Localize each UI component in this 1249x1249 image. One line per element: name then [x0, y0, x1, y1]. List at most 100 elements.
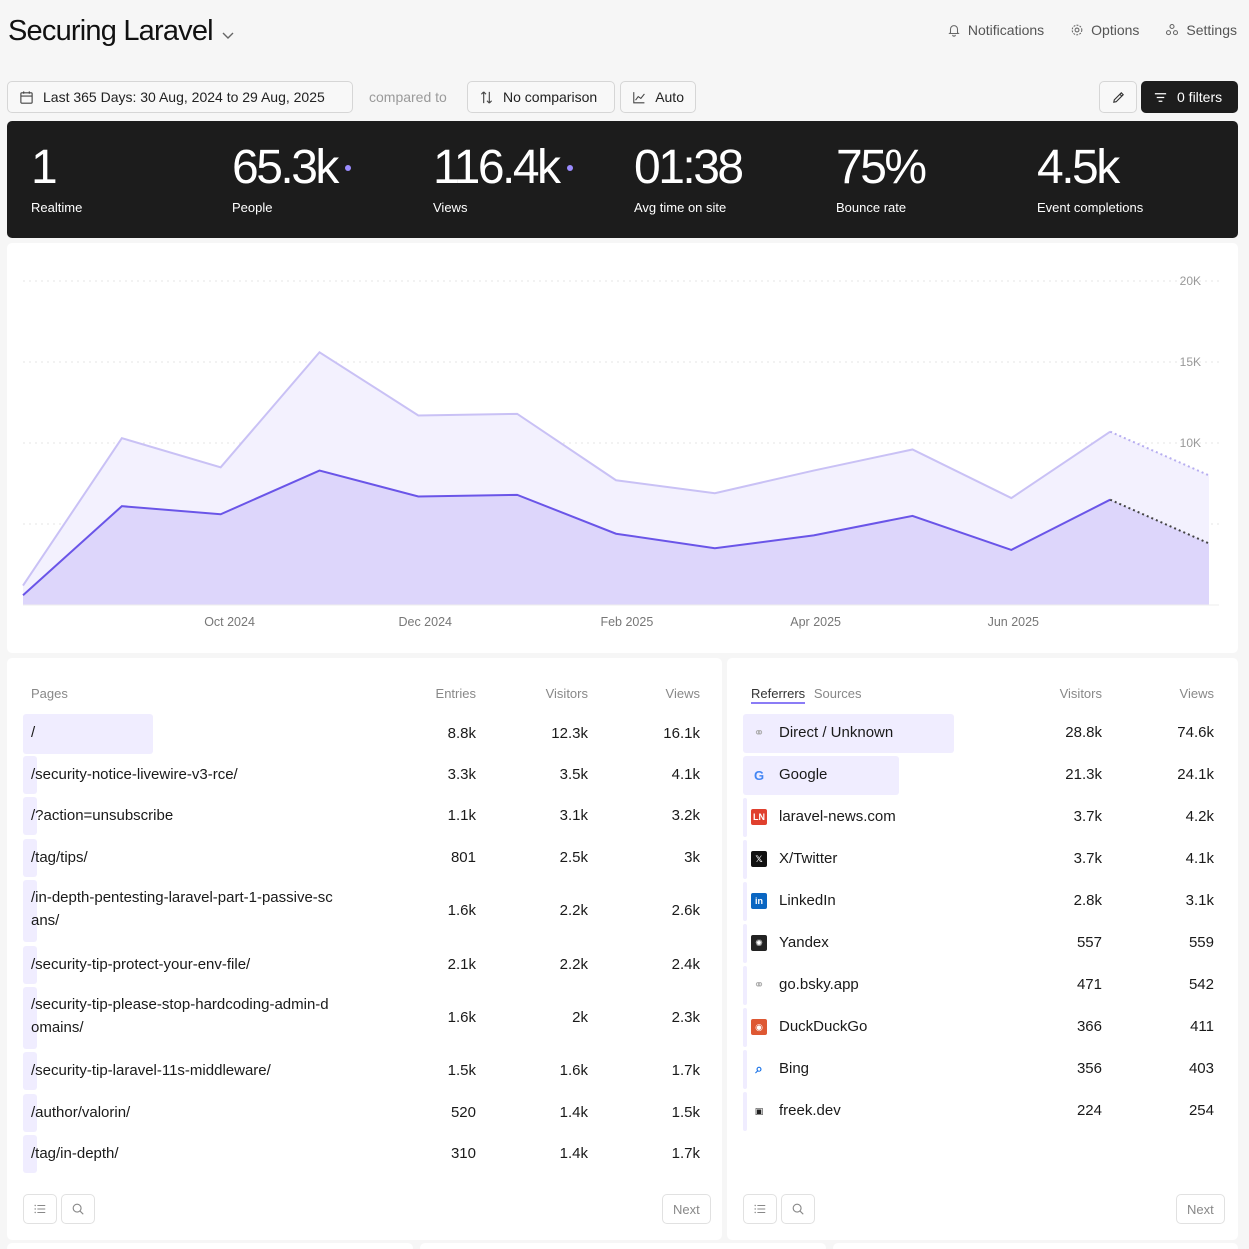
bell-icon — [948, 25, 960, 37]
row-share-bar — [743, 798, 747, 837]
table-row[interactable]: ✺ Yandex — [743, 924, 1043, 963]
table-row[interactable]: LN laravel-news.com — [743, 798, 1043, 837]
page-path[interactable]: /tag/tips/ — [31, 849, 88, 866]
table-row[interactable]: /security-tip-protect-your-env-file/ — [23, 946, 368, 984]
comparison-button[interactable]: No comparison — [467, 81, 615, 113]
views-header[interactable]: Views — [1179, 686, 1214, 701]
cell-entries: 310 — [450, 1145, 476, 1162]
page-path[interactable]: /security-tip-laravel-11s-middleware/ — [31, 1062, 271, 1079]
table-row[interactable]: / — [23, 714, 368, 754]
stat-views[interactable]: 116.4k Views — [433, 141, 573, 215]
cell-entries: 8.8k — [447, 725, 476, 742]
page-path[interactable]: /security-tip-please-stop-hardcoding-adm… — [31, 996, 329, 1036]
table-row[interactable]: G Google — [743, 756, 1043, 795]
table-row[interactable]: ▣ freek.dev — [743, 1092, 1043, 1131]
notifications-label: Notifications — [967, 22, 1045, 38]
referrer-name[interactable]: freek.dev — [779, 1102, 841, 1119]
table-row[interactable]: 𝕏 X/Twitter — [743, 840, 1043, 879]
pages-panel: Pages Entries Visitors Views / 8.8k 12.3k 1… — [7, 658, 722, 1240]
stat-event-completions[interactable]: 4.5k Event completions — [1037, 141, 1143, 215]
notifications-link[interactable]: Notifications — [947, 22, 1044, 38]
views-header[interactable]: Views — [665, 686, 700, 701]
table-row[interactable]: ◉ DuckDuckGo — [743, 1008, 1043, 1047]
table-row[interactable]: /?action=unsubscribe — [23, 797, 368, 835]
page-path[interactable]: / — [31, 724, 36, 741]
table-row[interactable]: ⚭ Direct / Unknown — [743, 714, 1043, 753]
options-link[interactable]: Options — [1070, 22, 1139, 38]
visitors-header[interactable]: Visitors — [1059, 686, 1102, 701]
stat-avg-time[interactable]: 01:38 Avg time on site — [634, 141, 744, 215]
page-path[interactable]: /security-tip-protect-your-env-file/ — [31, 956, 251, 973]
referrer-name[interactable]: go.bsky.app — [779, 976, 859, 993]
chevron-down-icon[interactable] — [221, 28, 235, 42]
table-row[interactable]: /security-tip-please-stop-hardcoding-adm… — [23, 987, 368, 1049]
referrer-name[interactable]: Google — [779, 766, 828, 783]
yandex-icon: ✺ — [751, 935, 767, 951]
row-share-bar — [743, 966, 747, 1005]
cell-visitors: 557 — [1076, 934, 1102, 951]
cell-views: 254 — [1188, 1102, 1214, 1119]
table-row[interactable]: /security-notice-livewire-v3-rce/ — [23, 756, 368, 794]
series-line — [22, 469, 1111, 597]
panel-edge — [7, 1243, 413, 1249]
page-path[interactable]: /tag/in-depth/ — [31, 1145, 119, 1162]
table-row[interactable]: /author/valorin/ — [23, 1094, 368, 1132]
referrer-name[interactable]: Bing — [779, 1060, 810, 1077]
row-share-bar — [23, 1094, 37, 1132]
table-row[interactable]: /tag/in-depth/ — [23, 1135, 368, 1173]
cell-visitors: 2k — [572, 1009, 588, 1026]
search-button[interactable] — [61, 1194, 95, 1224]
row-share-bar — [23, 1052, 37, 1090]
list-view-button[interactable] — [23, 1194, 57, 1224]
cell-views: 2.3k — [671, 1009, 700, 1026]
edit-button[interactable] — [1099, 81, 1137, 113]
visitors-header[interactable]: Visitors — [545, 686, 588, 701]
comparison-label: No comparison — [503, 89, 598, 105]
tab-sources[interactable]: Sources — [813, 686, 862, 701]
referrer-name[interactable]: Yandex — [779, 934, 829, 951]
cell-visitors: 366 — [1076, 1018, 1102, 1035]
stat-label: Views — [433, 200, 468, 215]
interval-button[interactable]: Auto — [620, 81, 696, 113]
referrer-name[interactable]: LinkedIn — [779, 892, 836, 909]
site-title[interactable]: Securing Laravel — [8, 15, 214, 47]
page-path[interactable]: /security-notice-livewire-v3-rce/ — [31, 766, 238, 783]
referrer-name[interactable]: Direct / Unknown — [779, 724, 894, 741]
next-button[interactable]: Next — [1176, 1194, 1225, 1224]
pencil-icon — [1112, 91, 1124, 103]
tab-referrers[interactable]: Referrers — [751, 686, 806, 704]
page-path[interactable]: /author/valorin/ — [31, 1104, 131, 1121]
stat-realtime[interactable]: 1 Realtime — [31, 141, 82, 215]
stat-people[interactable]: 65.3k People — [232, 141, 351, 215]
table-row[interactable]: /tag/tips/ — [23, 839, 368, 877]
list-icon — [754, 1204, 766, 1214]
stat-bounce-rate[interactable]: 75% Bounce rate — [836, 141, 927, 215]
date-range-button[interactable]: Last 365 Days: 30 Aug, 2024 to 29 Aug, 2… — [7, 81, 353, 113]
page-path[interactable]: /in-depth-pentesting-laravel-part-1-pass… — [31, 889, 333, 929]
referrer-name[interactable]: X/Twitter — [779, 850, 838, 867]
cell-views: 411 — [1190, 1018, 1214, 1035]
list-view-button[interactable] — [743, 1194, 777, 1224]
stat-label: Realtime — [31, 200, 83, 215]
referrer-name[interactable]: DuckDuckGo — [779, 1018, 868, 1035]
filters-button[interactable]: 0 filters — [1141, 81, 1238, 113]
x-twitter-icon: 𝕏 — [751, 851, 767, 867]
table-row[interactable]: in LinkedIn — [743, 882, 1043, 921]
x-tick-label: Dec 2024 — [398, 615, 452, 629]
row-share-bar — [743, 714, 954, 753]
entries-header[interactable]: Entries — [435, 686, 476, 701]
linkedin-icon: in — [751, 893, 767, 909]
table-row[interactable]: /in-depth-pentesting-laravel-part-1-pass… — [23, 880, 368, 942]
settings-link[interactable]: Settings — [1165, 22, 1237, 38]
table-row[interactable]: ⚭ go.bsky.app — [743, 966, 1043, 1005]
referrer-name[interactable]: laravel-news.com — [779, 808, 896, 825]
table-row[interactable]: ⌕ Bing — [743, 1050, 1043, 1089]
search-button[interactable] — [781, 1194, 815, 1224]
cell-visitors: 2.5k — [559, 849, 588, 866]
page-path[interactable]: /?action=unsubscribe — [31, 807, 174, 824]
table-row[interactable]: /security-tip-laravel-11s-middleware/ — [23, 1052, 368, 1090]
next-button[interactable]: Next — [662, 1194, 711, 1224]
row-share-bar — [743, 1050, 747, 1089]
compared-to-label: compared to — [369, 89, 447, 105]
